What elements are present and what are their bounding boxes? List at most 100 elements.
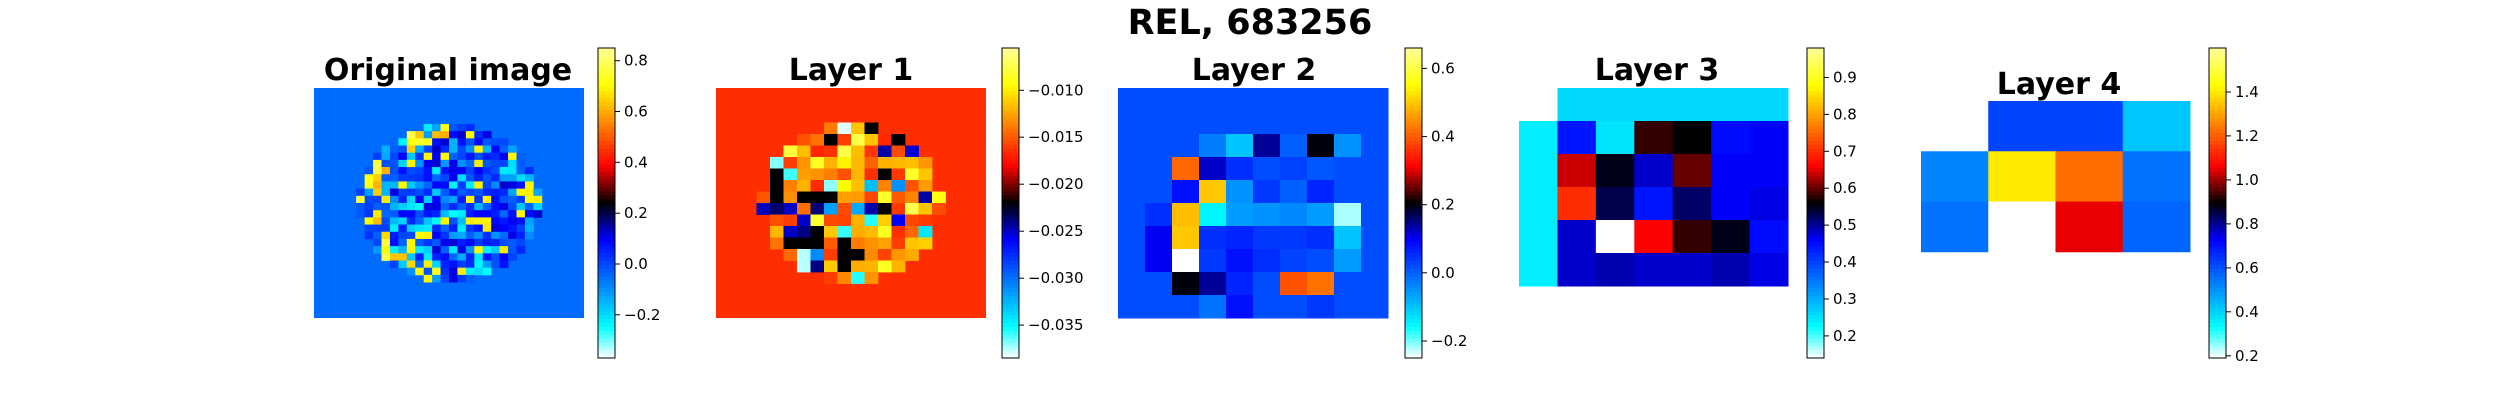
- heatmap-cell: [1172, 295, 1200, 319]
- colorbar-segment: [1405, 133, 1422, 138]
- heatmap-cell: [1145, 272, 1173, 296]
- heatmap-cell: [2122, 101, 2191, 152]
- colorbar-segment: [1807, 71, 1824, 76]
- colorbar-segment: [1807, 55, 1824, 61]
- colorbar-frame: [1806, 47, 1825, 359]
- heatmap-cell: [1334, 249, 1362, 273]
- colorbar-segment: [598, 272, 615, 278]
- heatmap-cell: [457, 174, 467, 182]
- heatmap-cell: [1118, 203, 1146, 227]
- heatmap-cell: [465, 181, 475, 190]
- heatmap-cell: [389, 231, 399, 240]
- heatmap-cell: [457, 253, 467, 261]
- heatmap-cell: [1334, 157, 1362, 181]
- heatmap-cell: [1334, 111, 1362, 135]
- colorbar-segment: [598, 265, 615, 270]
- colorbar-tick-label: 0.9: [1833, 69, 1857, 87]
- heatmap-cell: [837, 180, 852, 192]
- colorbar-tick-label: 0.4: [1431, 128, 1455, 146]
- heatmap-cell: [449, 159, 458, 168]
- heatmap-cell: [508, 174, 517, 182]
- heatmap-cell: [1253, 180, 1281, 204]
- colorbar-segment: [1405, 299, 1422, 305]
- colorbar-segment: [1405, 307, 1422, 313]
- heatmap-cell: [797, 203, 811, 215]
- colorbar-segment: [598, 94, 615, 99]
- colorbar-segment: [2209, 234, 2226, 239]
- colorbar-segment: [1807, 90, 1824, 96]
- heatmap-cell: [891, 157, 906, 169]
- heatmap-cell: [508, 224, 517, 233]
- heatmap-cell: [1672, 121, 1712, 155]
- colorbar-segment: [1405, 268, 1422, 274]
- heatmap-cell: [851, 214, 865, 227]
- heatmap-cell: [474, 159, 484, 168]
- heatmap-cell: [406, 145, 416, 154]
- heatmap-cell: [1118, 249, 1146, 273]
- colorbar-segment: [1405, 187, 1422, 192]
- colorbar-segment: [1807, 187, 1824, 192]
- panel-title: Layer 1: [789, 53, 913, 88]
- heatmap-cell: [508, 210, 517, 218]
- colorbar-segment: [1807, 354, 1824, 359]
- heatmap-cell: [810, 145, 825, 158]
- colorbar-segment: [2209, 292, 2226, 297]
- heatmap-cell: [449, 231, 458, 240]
- heatmap-cell: [1226, 203, 1254, 227]
- heatmap-cell: [373, 188, 382, 197]
- colorbar-segment: [2209, 315, 2226, 320]
- colorbar-segment: [598, 67, 615, 72]
- colorbar-segment: [598, 261, 615, 266]
- heatmap-cell: [364, 203, 374, 211]
- heatmap-cell: [1711, 121, 1751, 155]
- heatmap-cell: [2055, 201, 2124, 253]
- heatmap-cell: [482, 159, 492, 168]
- colorbar-segment: [598, 315, 615, 320]
- colorbar-segment: [1405, 315, 1422, 320]
- heatmap-cell: [499, 231, 509, 240]
- heatmap-cell: [381, 159, 391, 168]
- heatmap-cell: [465, 152, 475, 161]
- heatmap-cell: [356, 210, 366, 218]
- heatmap-cell: [1253, 203, 1281, 227]
- heatmap-cell: [449, 181, 458, 190]
- colorbar-segment: [1405, 148, 1422, 154]
- colorbar-segment: [1002, 94, 1019, 99]
- panel-layer-2: Layer 2 −0.2 0.0 0.2 0.4 0.6: [1118, 47, 1467, 359]
- heatmap-cell: [1361, 111, 1389, 135]
- heatmap-cell: [423, 131, 433, 139]
- colorbar-segment: [598, 164, 615, 169]
- heatmap-cell: [1672, 253, 1712, 287]
- heatmap-cell: [389, 253, 399, 261]
- heatmap-cell: [465, 138, 475, 146]
- heatmap-cell: [1172, 249, 1200, 273]
- colorbar-segment: [598, 113, 615, 119]
- heatmap-cell: [482, 253, 492, 261]
- heatmap-cell: [1749, 220, 1789, 254]
- colorbar-segment: [1002, 288, 1019, 293]
- colorbar-segment: [598, 296, 615, 301]
- heatmap-cell: [1334, 203, 1362, 227]
- heatmap-cell: [423, 167, 433, 175]
- heatmap-cell: [440, 145, 450, 154]
- heatmap-cell: [373, 217, 382, 225]
- heatmap-cell: [524, 181, 534, 190]
- colorbar-segment: [598, 168, 615, 173]
- heatmap-cell: [770, 180, 784, 192]
- heatmap-cell: [1226, 134, 1254, 158]
- heatmap-cell: [482, 210, 492, 218]
- heatmap-cell: [1307, 272, 1335, 296]
- colorbar-segment: [1002, 249, 1019, 254]
- colorbar-segment: [2209, 334, 2226, 340]
- heatmap-cell: [1595, 253, 1635, 287]
- heatmap-cell: [499, 138, 509, 146]
- colorbar-segment: [1002, 183, 1019, 189]
- colorbar-segment: [1405, 102, 1422, 107]
- colorbar-segment: [1002, 237, 1019, 243]
- colorbar-segment: [1002, 187, 1019, 192]
- heatmap-cell: [810, 191, 825, 204]
- colorbar-segment: [1002, 55, 1019, 61]
- heatmap-cell: [432, 238, 441, 247]
- heatmap-cell: [1334, 295, 1362, 319]
- colorbar-segment: [1002, 51, 1019, 57]
